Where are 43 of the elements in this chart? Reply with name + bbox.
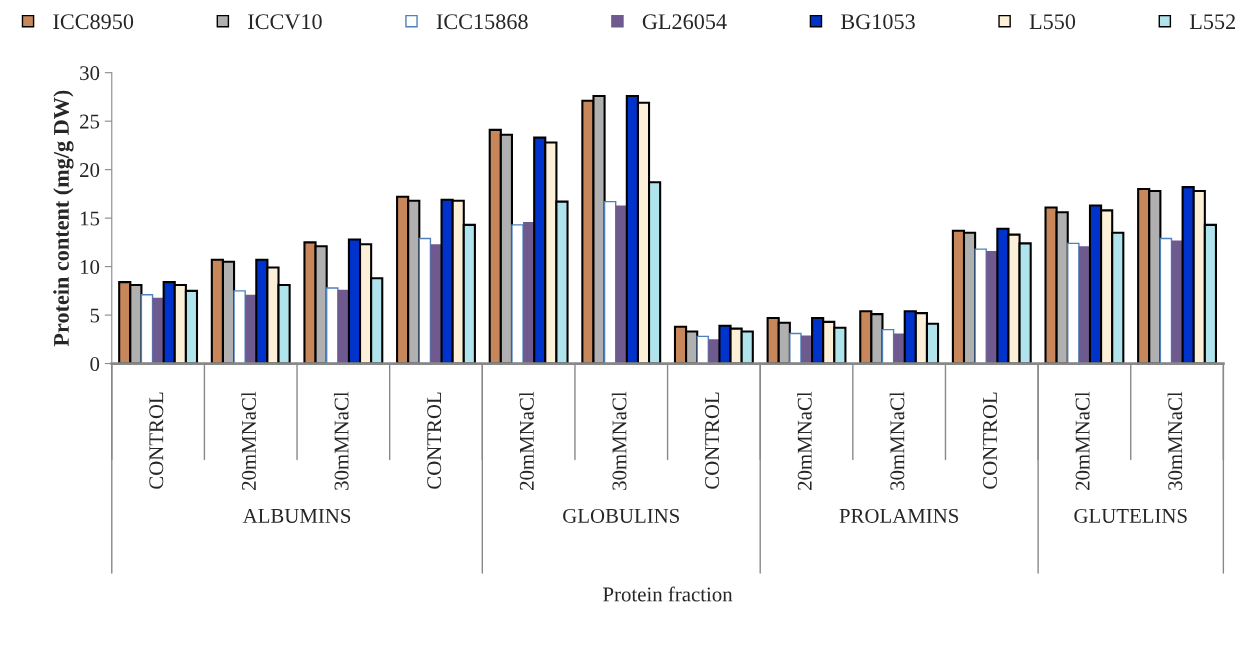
y-tick-label: 15 (80, 211, 100, 226)
x-tick-label: 30mMNaCl (611, 391, 627, 490)
text: Protein fraction (603, 586, 733, 602)
y-tick-label: 30 (80, 66, 100, 81)
y-axis-title: Protein content (mg/g DW) (53, 90, 74, 347)
y-tick-label: 25 (80, 114, 100, 129)
y-tick-label: 5 (90, 308, 100, 323)
legend-label: L550 (1029, 14, 1076, 30)
bar (233, 290, 246, 364)
bar (974, 248, 987, 364)
x-tick-label: 20mMNaCl (519, 391, 534, 490)
bar (1171, 240, 1183, 364)
bar (789, 332, 802, 364)
legend-label: ICCV10 (248, 14, 322, 30)
x-tick-label: CONTROL (705, 392, 720, 489)
legend-label: L552 (1189, 14, 1235, 30)
x-tick-label: CONTROL (983, 392, 997, 489)
x-tick-label: 20mMNaCl (241, 391, 256, 490)
bar (881, 328, 895, 364)
x-tick-label: 20mMNaCl (797, 391, 812, 490)
text: GLOBULINS (563, 508, 679, 523)
legend-label: GL26054 (642, 14, 727, 30)
legend-label: ICC15868 (436, 14, 528, 30)
bar (140, 294, 154, 364)
y-tick-label: 10 (80, 259, 100, 275)
y-tick-label: 20 (80, 163, 100, 178)
legend-label: BG1053 (841, 14, 915, 30)
bar (430, 244, 442, 364)
x-tick-label: 30mMNaCl (1167, 391, 1183, 490)
legend-label: ICC8950 (53, 14, 134, 30)
text: ALBUMINS (242, 508, 351, 523)
bar (1067, 242, 1080, 364)
x-tick-label: 20mMNaCl (1074, 391, 1090, 490)
x-tick-label: 30mMNaCl (889, 391, 905, 490)
y-tick-label: 0 (90, 356, 100, 371)
bar (511, 224, 524, 364)
x-tick-label: 30mMNaCl (333, 391, 349, 490)
bar (325, 287, 339, 364)
bar (603, 200, 617, 364)
text: GLUTELINS (1074, 508, 1187, 523)
text: PROLAMINS (839, 508, 959, 523)
x-tick-label: CONTROL (149, 392, 164, 489)
x-tick-label: CONTROL (427, 392, 442, 489)
